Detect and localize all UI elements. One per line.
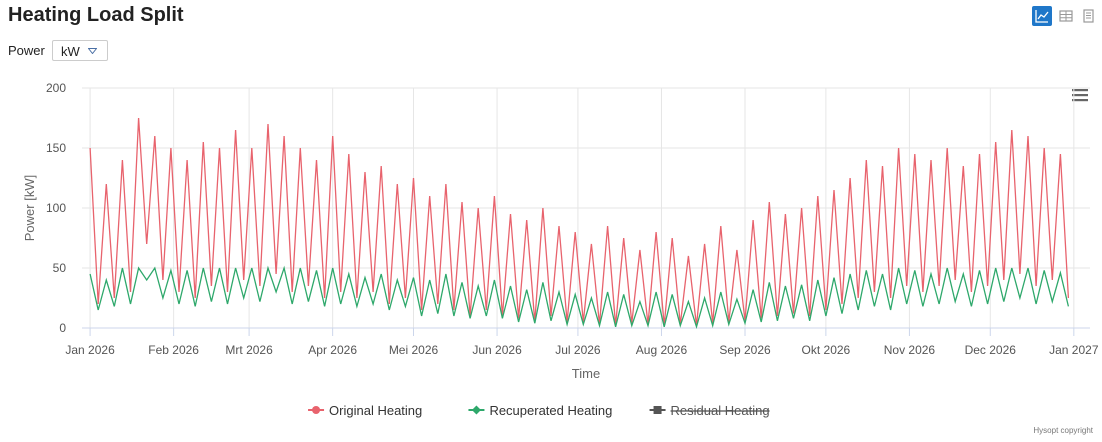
- legend-item[interactable]: Original Heating: [308, 403, 422, 418]
- report-view-button[interactable]: [1078, 6, 1098, 26]
- y-tick-label: 150: [46, 141, 66, 155]
- y-tick-label: 100: [46, 201, 66, 215]
- legend-item[interactable]: Recuperated Heating: [468, 403, 612, 418]
- x-tick-label: Jul 2026: [555, 343, 601, 357]
- series-line: [89, 265, 1070, 330]
- menu-button[interactable]: [1072, 89, 1088, 102]
- dropdown-caret: [88, 48, 97, 54]
- y-tick-label: 200: [46, 81, 66, 95]
- unit-value: kW: [61, 44, 80, 59]
- x-tick-label: Aug 2026: [636, 343, 688, 357]
- x-tick-label: Jan 2027: [1049, 343, 1099, 357]
- x-tick-label: Sep 2026: [719, 343, 771, 357]
- x-tick-label: Okt 2026: [802, 343, 851, 357]
- y-axis-title: Power [kW]: [22, 175, 37, 241]
- page-title: Heating Load Split: [8, 4, 184, 26]
- table-icon: [1059, 10, 1073, 22]
- legend-label: Original Heating: [329, 403, 422, 418]
- report-icon: [1083, 9, 1094, 23]
- legend-item[interactable]: Residual Heating: [649, 403, 770, 418]
- credits: Hysopt copyright: [1033, 426, 1093, 435]
- x-axis-title: Time: [572, 366, 600, 381]
- x-tick-label: Jun 2026: [472, 343, 522, 357]
- x-tick-label: Dec 2026: [965, 343, 1017, 357]
- legend-label: Residual Heating: [671, 403, 770, 418]
- x-tick-label: Jan 2026: [65, 343, 115, 357]
- chart-view-button[interactable]: [1032, 6, 1052, 26]
- series-line: [89, 117, 1070, 326]
- unit-dropdown[interactable]: kW: [52, 40, 108, 61]
- legend-marker: [312, 406, 321, 414]
- chart-icon: [1035, 10, 1049, 23]
- x-tick-label: Apr 2026: [308, 343, 357, 357]
- table-view-button[interactable]: [1056, 6, 1076, 26]
- x-tick-label: Mrt 2026: [225, 343, 273, 357]
- legend-marker: [471, 405, 481, 415]
- x-tick-label: Mei 2026: [389, 343, 439, 357]
- x-tick-label: Feb 2026: [148, 343, 199, 357]
- legend-label: Recuperated Heating: [489, 403, 612, 418]
- y-tick-label: 0: [59, 321, 66, 335]
- y-tick-label: 50: [53, 261, 67, 275]
- legend-marker: [653, 406, 662, 414]
- filter-label: Power: [8, 43, 45, 58]
- x-tick-label: Nov 2026: [884, 343, 936, 357]
